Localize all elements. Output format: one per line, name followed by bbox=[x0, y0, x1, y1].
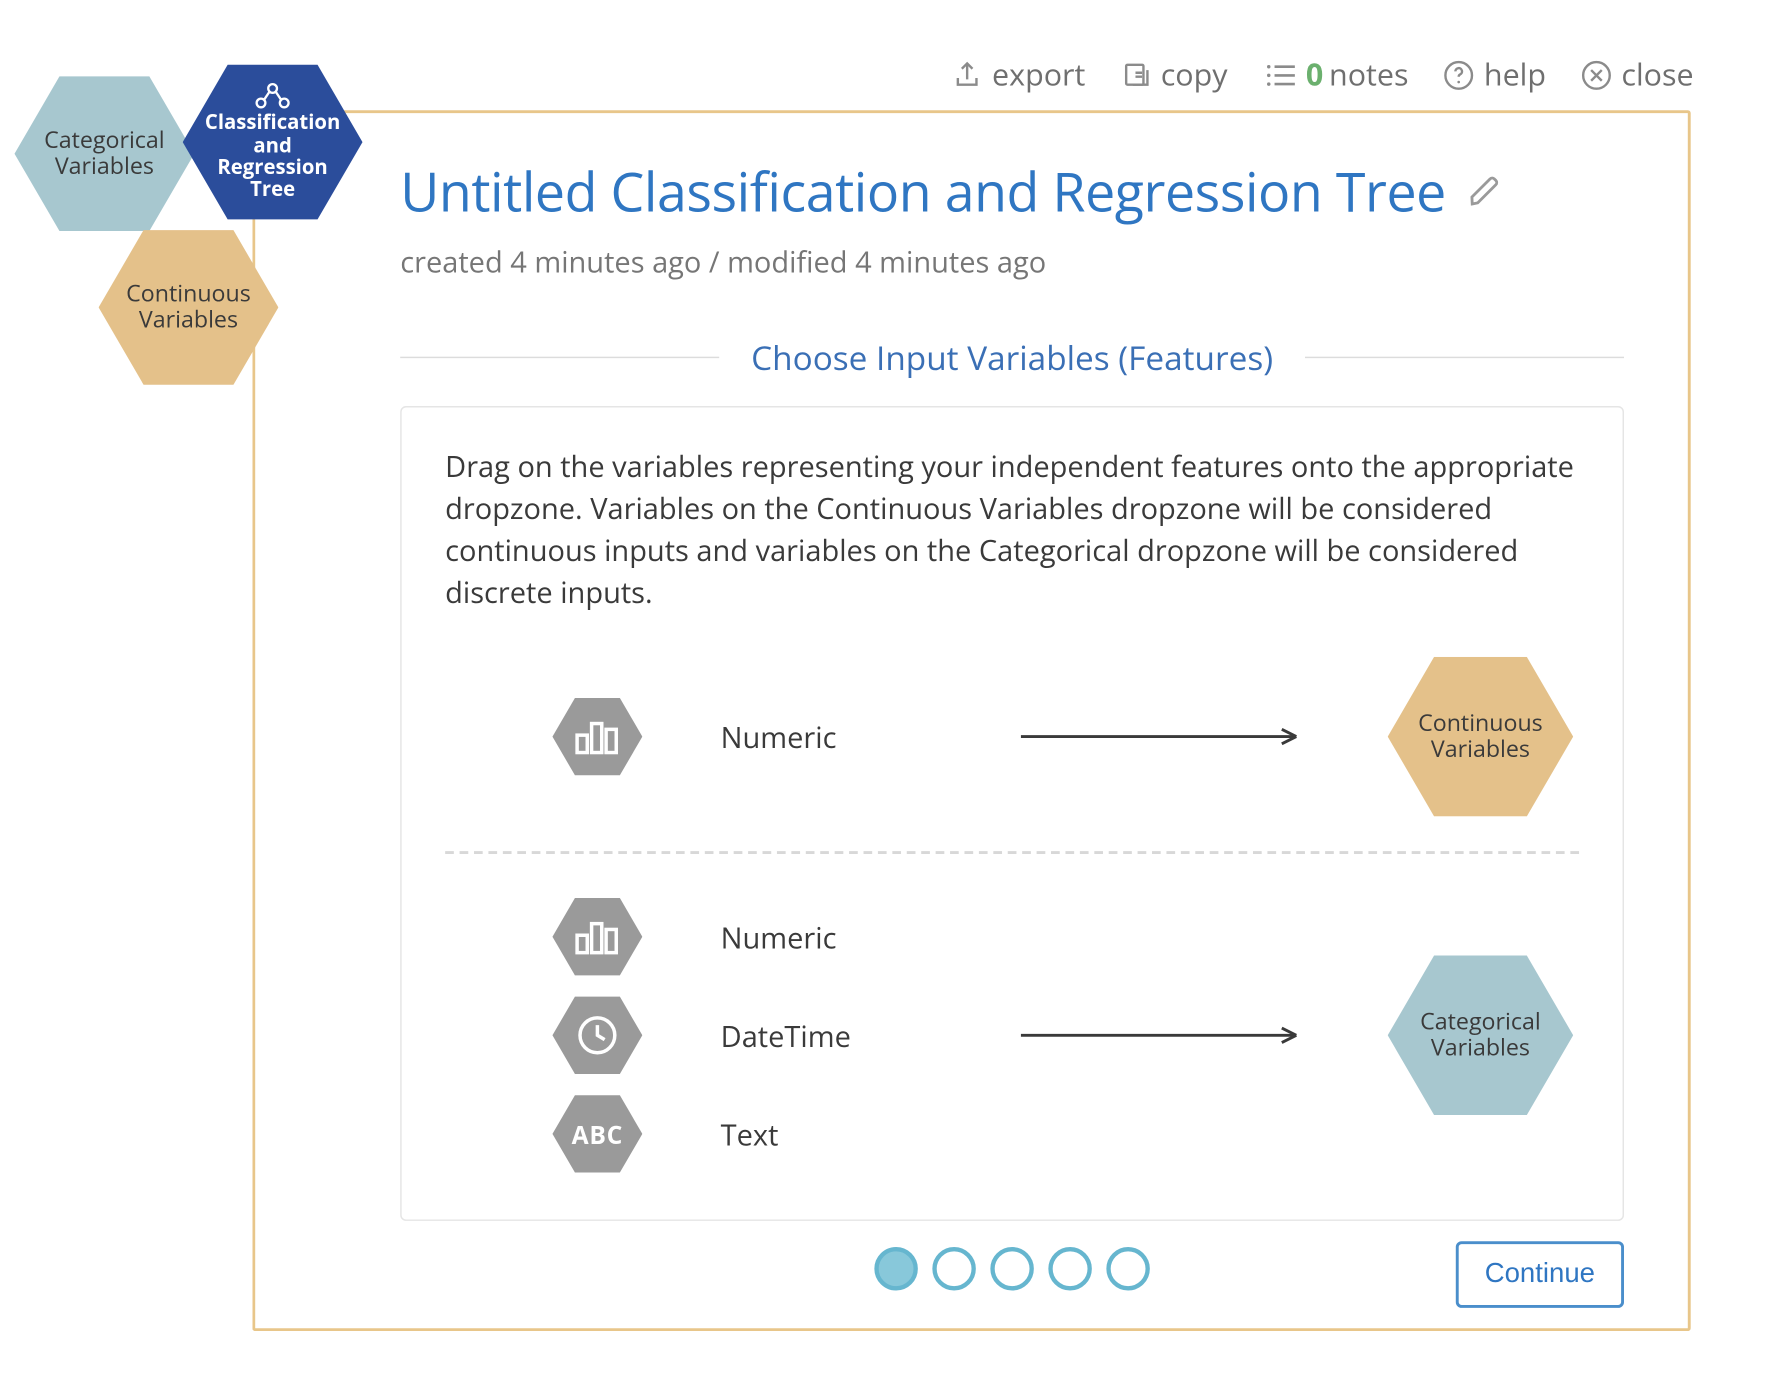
timestamps: created 4 minutes ago / modified 4 minut… bbox=[400, 242, 1624, 281]
tree-icon bbox=[252, 83, 293, 109]
help-button[interactable]: help bbox=[1443, 55, 1546, 96]
arrow-icon bbox=[1021, 726, 1311, 746]
step-dot-3[interactable] bbox=[990, 1247, 1033, 1291]
help-icon bbox=[1443, 59, 1475, 91]
continue-button[interactable]: Continue bbox=[1456, 1241, 1624, 1308]
toolbar: export copy 0 bbox=[951, 55, 1693, 96]
edit-title-button[interactable] bbox=[1466, 172, 1504, 210]
notes-button[interactable]: 0 notes bbox=[1262, 55, 1408, 96]
divider bbox=[445, 851, 1579, 854]
section-heading: Choose Input Variables (Features) bbox=[400, 334, 1624, 380]
step-dot-4[interactable] bbox=[1048, 1247, 1092, 1291]
arrow-icon bbox=[1021, 1025, 1311, 1045]
copy-button[interactable]: copy bbox=[1120, 55, 1227, 96]
pencil-icon bbox=[1466, 172, 1504, 210]
type-row-numeric2[interactable]: Numeric bbox=[552, 898, 944, 976]
target-continuous-hex[interactable]: Continuous Variables bbox=[1388, 657, 1574, 817]
instructions-box: Drag on the variables representing your … bbox=[400, 406, 1624, 1221]
step-dots bbox=[874, 1247, 1150, 1291]
copy-label: copy bbox=[1161, 55, 1228, 96]
mapping-continuous: Numeric Continuous Variables bbox=[445, 657, 1579, 817]
bar-chart-icon bbox=[552, 898, 642, 976]
dropzone-categorical[interactable]: Categorical Variables bbox=[15, 75, 195, 232]
section-title: Choose Input Variables (Features) bbox=[719, 334, 1305, 380]
notes-label: notes bbox=[1329, 55, 1408, 96]
export-button[interactable]: export bbox=[951, 55, 1085, 96]
close-label: close bbox=[1621, 55, 1693, 96]
bar-chart-icon bbox=[552, 697, 642, 775]
type-row-text[interactable]: ABC Text bbox=[552, 1095, 944, 1173]
footer: Continue bbox=[400, 1247, 1624, 1291]
help-label: help bbox=[1484, 55, 1546, 96]
dropzone-continuous-label: Continuous Variables bbox=[117, 281, 259, 333]
step-dot-1[interactable] bbox=[874, 1247, 918, 1291]
dropzone-cluster: Categorical Variables Classification and… bbox=[15, 46, 392, 423]
type-row-numeric[interactable]: Numeric bbox=[552, 697, 944, 775]
dropzone-crt[interactable]: Classification and Regression Tree bbox=[183, 64, 363, 221]
instructions-text: Drag on the variables representing your … bbox=[445, 445, 1579, 613]
step-dot-5[interactable] bbox=[1106, 1247, 1150, 1291]
export-icon bbox=[951, 59, 983, 91]
dropzone-continuous[interactable]: Continuous Variables bbox=[99, 229, 279, 386]
notes-count: 0 bbox=[1306, 55, 1323, 96]
text-icon: ABC bbox=[552, 1095, 642, 1173]
target-categorical-label: Categorical Variables bbox=[1411, 1009, 1549, 1061]
close-icon bbox=[1581, 59, 1613, 91]
dropzone-crt-label: Classification and Regression Tree bbox=[205, 109, 340, 203]
copy-icon bbox=[1120, 59, 1152, 91]
type-label-numeric: Numeric bbox=[721, 717, 837, 756]
type-label-numeric2: Numeric bbox=[721, 917, 837, 956]
dropzone-categorical-label: Categorical Variables bbox=[35, 128, 173, 180]
notes-icon bbox=[1262, 59, 1297, 91]
step-dot-2[interactable] bbox=[932, 1247, 976, 1291]
close-button[interactable]: close bbox=[1581, 55, 1694, 96]
page-title: Untitled Classification and Regression T… bbox=[400, 154, 1446, 228]
export-label: export bbox=[992, 55, 1085, 96]
type-row-datetime[interactable]: DateTime bbox=[552, 996, 944, 1074]
type-label-text: Text bbox=[721, 1114, 779, 1153]
target-continuous-label: Continuous Variables bbox=[1409, 711, 1551, 763]
mapping-categorical: Numeric DateTime bbox=[445, 898, 1579, 1174]
type-label-datetime: DateTime bbox=[721, 1016, 851, 1055]
target-categorical-hex[interactable]: Categorical Variables bbox=[1388, 956, 1574, 1116]
clock-icon bbox=[552, 996, 642, 1074]
main-panel: Untitled Classification and Regression T… bbox=[252, 110, 1690, 1331]
